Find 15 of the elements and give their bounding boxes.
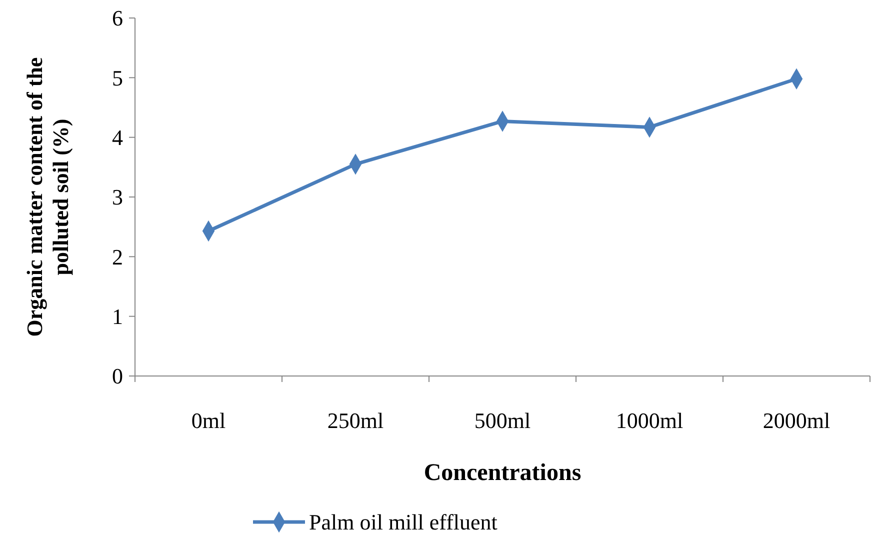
y-tick-label: 5 [112,65,123,90]
y-tick-label: 4 [112,125,123,150]
x-axis-title: Concentrations [424,460,582,486]
x-tick-label: 500ml [474,408,531,433]
x-tick-label: 250ml [327,408,384,433]
x-tick-label: 2000ml [762,408,830,433]
y-tick-label: 0 [112,364,123,389]
legend-label: Palm oil mill effluent [309,510,498,535]
y-axis-title: Organic matter content of the polluted soil (%) [22,57,73,337]
y-tick-label: 6 [112,6,123,31]
x-tick-label: 1000ml [616,408,684,433]
y-tick-label: 2 [112,244,123,270]
y-tick-label: 3 [112,184,123,210]
x-tick-label: 0ml [191,408,226,433]
y-tick-label: 1 [112,304,123,330]
